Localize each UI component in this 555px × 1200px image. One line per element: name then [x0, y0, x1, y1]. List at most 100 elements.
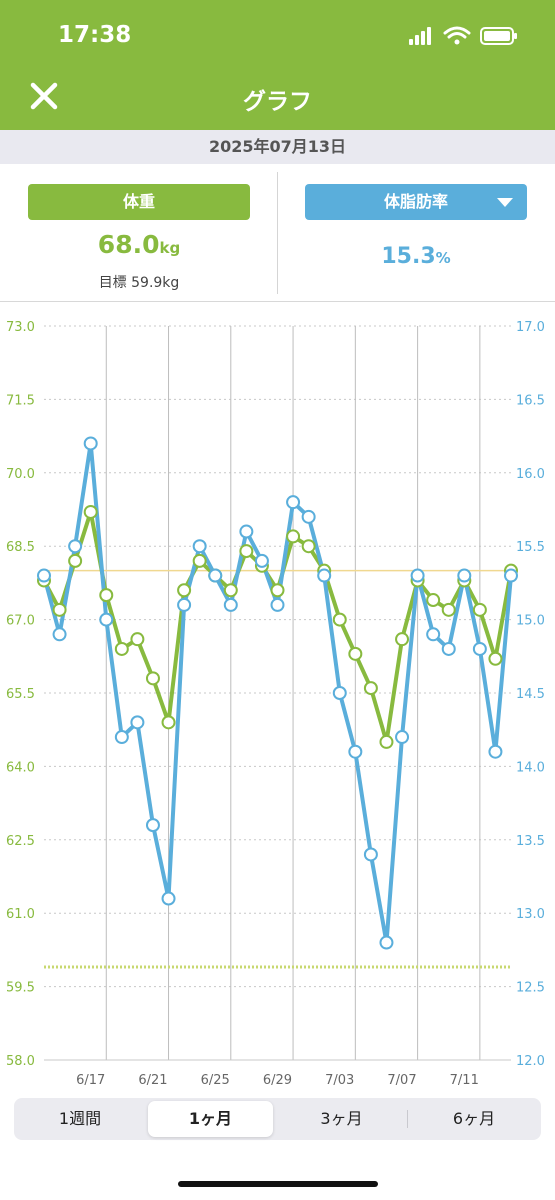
weight-series-point	[363, 681, 378, 696]
body-fat-series-point	[395, 730, 410, 745]
y-left-tick-label: 70.0	[6, 467, 35, 482]
weight-tab-button[interactable]: 体重	[28, 184, 250, 220]
x-tick-label: 7/11	[450, 1073, 479, 1088]
weight-series-point	[99, 588, 114, 603]
x-tick-label: 6/29	[263, 1073, 292, 1088]
segment-divider	[407, 1110, 408, 1128]
date-label: 2025年07月13日	[0, 130, 555, 164]
metric-divider	[277, 172, 278, 294]
home-indicator	[178, 1181, 378, 1187]
body-fat-series-point	[410, 568, 425, 583]
body-fat-series-point	[114, 730, 129, 745]
weight-series-point	[239, 544, 254, 559]
y-left-tick-label: 67.0	[6, 614, 35, 629]
y-left-tick-label: 61.0	[6, 907, 35, 922]
metrics-panel: 体重 68.0kg 目標 59.9kg 体脂肪率 15.3%	[0, 164, 555, 302]
y-left-tick-label: 62.5	[6, 834, 35, 849]
weight-number: 68.0	[97, 230, 160, 259]
page-title: グラフ	[243, 89, 312, 115]
weight-series-point	[379, 734, 394, 749]
body-fat-series-point	[504, 568, 518, 583]
body-fat-series-point	[192, 539, 207, 554]
y-right-tick-label: 12.5	[516, 981, 545, 996]
app-header: 17:38 グラフ	[0, 0, 555, 130]
weight-series-point	[395, 632, 410, 647]
goal-weight-label: 目標 59.9kg	[98, 275, 180, 291]
period-3-months[interactable]: 3ヶ月	[320, 1109, 363, 1128]
body-fat-series-point	[52, 627, 67, 642]
weight-series-point	[68, 553, 83, 568]
body-fat-series-point	[99, 612, 114, 627]
y-right-tick-label: 13.0	[516, 907, 545, 922]
body-fat-series-point	[68, 539, 83, 554]
weight-unit: kg	[159, 239, 181, 257]
x-tick-label: 7/03	[325, 1073, 354, 1088]
body-fat-series-point	[270, 597, 285, 612]
status-time: 17:38	[58, 22, 132, 48]
weight-series-point	[332, 612, 347, 627]
body-fat-unit: %	[435, 249, 451, 267]
period-selector: 1週間 1ヶ月 3ヶ月 6ヶ月	[14, 1098, 541, 1140]
y-left-tick-label: 64.0	[6, 760, 35, 775]
y-left-tick-label: 59.5	[6, 981, 35, 996]
body-fat-value: 15.3%	[305, 244, 527, 269]
x-tick-label: 6/25	[201, 1073, 230, 1088]
x-tick-label: 6/21	[138, 1073, 167, 1088]
period-1-week[interactable]: 1週間	[58, 1109, 102, 1128]
body-fat-series-point	[457, 568, 472, 583]
y-left-tick-label: 68.5	[6, 540, 35, 555]
weight-series-point	[426, 593, 441, 608]
period-1-month[interactable]: 1ヶ月	[148, 1101, 273, 1137]
body-fat-series-point	[130, 715, 145, 730]
body-fat-tab-label: 体脂肪率	[383, 192, 448, 211]
body-fat-series-point	[348, 744, 363, 759]
body-fat-series-point	[177, 597, 192, 612]
weight-series-point	[488, 651, 503, 666]
body-fat-dropdown-button[interactable]: 体脂肪率	[305, 184, 527, 220]
body-fat-series-point	[363, 847, 378, 862]
body-fat-series-point	[426, 627, 441, 642]
y-right-tick-label: 14.0	[516, 760, 545, 775]
body-fat-series-point	[488, 744, 503, 759]
weight-bodyfat-chart: 73.0 17.0 71.5 16.5 70.0 16.0 68.5 15.5 67.0 15.0…	[6, 320, 545, 1088]
y-left-tick-label: 58.0	[6, 1054, 35, 1069]
body-fat-series-point	[161, 891, 176, 906]
weight-series-point	[223, 583, 238, 598]
y-right-tick-label: 15.0	[516, 614, 545, 629]
body-fat-series-point	[379, 935, 394, 950]
body-fat-series-point	[239, 524, 254, 539]
weight-series-point	[441, 602, 456, 617]
weight-series-point	[161, 715, 176, 730]
y-right-tick-label: 17.0	[516, 320, 545, 335]
signal-icon	[409, 27, 431, 45]
dropdown-triangle-icon	[497, 198, 513, 207]
weight-series-point	[348, 646, 363, 661]
weight-value: 68.0kg	[28, 230, 250, 259]
weight-series-point	[145, 671, 160, 686]
body-fat-series-point	[332, 686, 347, 700]
y-right-tick-label: 16.5	[516, 393, 545, 408]
weight-series-point	[286, 529, 301, 544]
body-fat-series-point	[317, 568, 332, 583]
body-fat-series-point	[145, 818, 160, 833]
body-fat-series-point	[441, 641, 456, 656]
y-right-tick-label: 12.0	[516, 1054, 545, 1069]
body-fat-series-point	[37, 568, 51, 583]
y-left-tick-label: 71.5	[6, 393, 35, 408]
body-fat-series-point	[286, 495, 301, 510]
close-icon[interactable]	[28, 80, 60, 112]
weight-series-point	[270, 583, 285, 598]
x-tick-label: 7/07	[387, 1073, 416, 1088]
status-icons	[409, 26, 517, 45]
y-left-tick-label: 73.0	[6, 320, 35, 335]
weight-series-point	[177, 583, 192, 598]
weight-series-point	[130, 632, 145, 647]
weight-series-point	[52, 602, 67, 617]
y-right-tick-label: 14.5	[516, 687, 545, 702]
body-fat-series-point	[223, 597, 238, 612]
period-6-months[interactable]: 6ヶ月	[452, 1109, 496, 1128]
body-fat-series-point	[301, 509, 316, 524]
weight-series-point	[472, 602, 487, 617]
y-left-tick-label: 65.5	[6, 687, 35, 702]
body-fat-series-point	[208, 568, 223, 583]
